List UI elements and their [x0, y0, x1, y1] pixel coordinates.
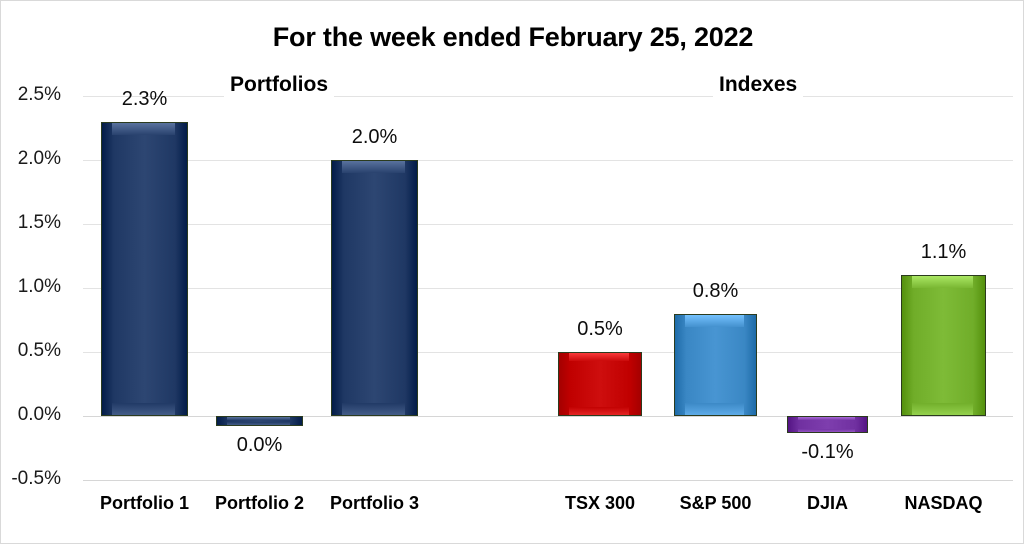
chart-title: For the week ended February 25, 2022 [272, 22, 754, 52]
y-axis-tick-label: 1.0% [17, 276, 61, 297]
category-label-portfolio-1: Portfolio 1 [100, 493, 189, 513]
bar-nasdaq [901, 275, 986, 416]
data-label-s-p-500: 0.8% [692, 279, 739, 302]
bar-body [216, 416, 303, 426]
bar-portfolio-2 [216, 416, 303, 426]
y-axis-tick-label: 0.5% [17, 340, 61, 361]
y-axis-tick-label: 2.5% [17, 84, 61, 105]
bar-body [101, 121, 188, 416]
group-label-indexes: Indexes [713, 73, 804, 97]
gridline [83, 160, 1013, 161]
bar-tsx-300 [558, 352, 642, 416]
y-axis-tick-label: 0.0% [17, 404, 61, 425]
category-label-portfolio-2: Portfolio 2 [215, 493, 304, 513]
bar-s-p-500 [674, 313, 757, 416]
bar-body [331, 160, 418, 416]
bar-body [674, 313, 757, 416]
category-label-djia: DJIA [806, 493, 848, 513]
data-label-portfolio-1: 2.3% [121, 87, 168, 110]
data-label-tsx-300: 0.5% [577, 318, 623, 340]
gridline [83, 288, 1013, 289]
category-label-s-p-500: S&P 500 [679, 493, 752, 513]
data-label-djia: -0.1% [801, 440, 854, 463]
gridline [83, 96, 1013, 97]
bar-portfolio-3 [331, 160, 418, 416]
gridline [83, 416, 1013, 417]
data-label-nasdaq: 1.1% [920, 241, 967, 264]
bar-body [558, 352, 642, 416]
axis-baseline [83, 480, 1013, 481]
data-label-portfolio-2: 0.0% [236, 434, 283, 456]
bar-body [787, 416, 868, 433]
category-label-nasdaq: NASDAQ [904, 493, 983, 513]
y-axis-tick-label: 1.5% [17, 212, 61, 233]
gridline [83, 352, 1013, 353]
gridline [83, 224, 1013, 225]
bar-portfolio-1 [101, 121, 188, 416]
category-label-portfolio-3: Portfolio 3 [330, 493, 419, 513]
data-label-portfolio-3: 2.0% [351, 126, 398, 148]
bar-body [901, 275, 986, 416]
bar-djia [787, 416, 868, 433]
plot-area: 2.5% 2.0% 1.5% 1.0% 0.5% 0.0% -0.5% [11, 84, 1013, 489]
y-axis-tick-label: 2.0% [17, 148, 61, 169]
category-label-tsx-300: TSX 300 [564, 493, 636, 513]
group-label-portfolios: Portfolios [224, 73, 334, 97]
y-axis-tick-label: -0.5% [11, 468, 61, 489]
